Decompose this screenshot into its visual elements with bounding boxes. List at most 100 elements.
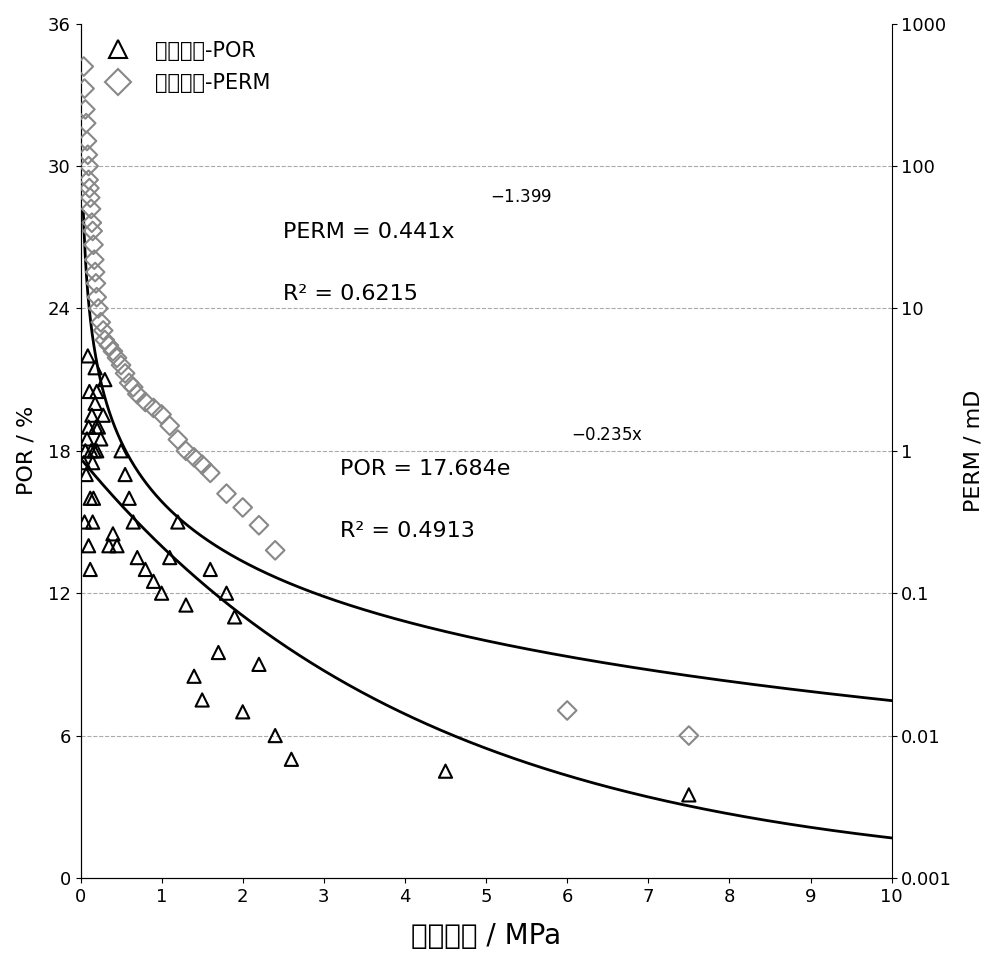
Point <box>186 668 202 684</box>
X-axis label: 排驱压力 / MPa: 排驱压力 / MPa <box>411 923 561 951</box>
Point <box>87 396 103 411</box>
Legend: 排驱压力-POR, 排驱压力-PERM: 排驱压力-POR, 排驱压力-PERM <box>89 32 279 102</box>
Point <box>81 172 97 188</box>
Point <box>80 147 96 162</box>
Point <box>86 252 102 268</box>
Point <box>86 443 102 458</box>
Point <box>82 562 98 577</box>
Point <box>82 190 98 205</box>
Point <box>121 490 137 506</box>
Point <box>89 443 105 458</box>
Point <box>87 360 103 375</box>
Point <box>194 456 210 472</box>
Point <box>80 348 96 364</box>
Point <box>97 372 113 388</box>
Point <box>251 657 267 672</box>
Point <box>227 609 243 625</box>
Point <box>77 102 93 117</box>
Text: POR = 17.684e: POR = 17.684e <box>340 459 510 480</box>
Point <box>178 443 194 458</box>
Point <box>219 585 235 601</box>
Point <box>109 538 125 553</box>
Point <box>81 420 97 435</box>
Point <box>267 728 283 744</box>
Point <box>85 490 101 506</box>
Point <box>109 350 125 366</box>
Point <box>89 384 105 399</box>
Y-axis label: POR / %: POR / % <box>17 406 37 495</box>
Point <box>93 431 109 447</box>
Point <box>81 384 97 399</box>
Point <box>77 514 93 530</box>
Point <box>251 517 267 533</box>
Point <box>113 358 129 373</box>
Point <box>178 598 194 613</box>
Point <box>681 728 697 744</box>
Point <box>90 301 106 316</box>
Point <box>162 418 178 433</box>
Text: R² = 0.4913: R² = 0.4913 <box>340 521 475 541</box>
Text: $\mathdefault{-1.399}$: $\mathdefault{-1.399}$ <box>490 189 552 206</box>
Point <box>83 201 99 217</box>
Point <box>283 751 299 767</box>
Point <box>87 264 103 279</box>
Point <box>89 289 105 305</box>
Point <box>146 573 162 589</box>
Point <box>137 395 153 410</box>
Point <box>186 450 202 465</box>
Point <box>235 704 251 719</box>
Point <box>170 432 186 448</box>
Point <box>85 514 101 530</box>
Point <box>129 387 145 402</box>
Point <box>121 375 137 391</box>
Point <box>101 337 117 353</box>
Point <box>85 454 101 470</box>
Point <box>95 407 111 423</box>
Point <box>93 314 109 330</box>
Point <box>235 500 251 515</box>
Point <box>125 379 141 395</box>
Point <box>681 787 697 803</box>
Point <box>77 81 93 97</box>
Point <box>88 276 104 291</box>
Point <box>113 443 129 458</box>
Point <box>146 400 162 416</box>
Text: R² = 0.6215: R² = 0.6215 <box>283 283 418 304</box>
Point <box>202 562 218 577</box>
Text: $\mathdefault{-0.235x}$: $\mathdefault{-0.235x}$ <box>571 425 643 444</box>
Point <box>81 538 97 553</box>
Point <box>85 223 101 239</box>
Point <box>117 467 133 483</box>
Point <box>90 420 106 435</box>
Point <box>95 323 111 338</box>
Point <box>101 538 117 553</box>
Point <box>219 486 235 502</box>
Point <box>81 181 97 196</box>
Y-axis label: PERM / mD: PERM / mD <box>963 390 983 512</box>
Point <box>81 159 97 174</box>
Point <box>97 333 113 348</box>
Text: PERM = 0.441x: PERM = 0.441x <box>283 222 455 242</box>
Point <box>76 59 92 74</box>
Point <box>76 454 92 470</box>
Point <box>84 215 100 230</box>
Point <box>117 366 133 381</box>
Point <box>267 542 283 558</box>
Point <box>82 490 98 506</box>
Point <box>438 763 454 778</box>
Point <box>79 431 95 447</box>
Point <box>137 562 153 577</box>
Point <box>78 115 94 131</box>
Point <box>202 465 218 481</box>
Point <box>84 407 100 423</box>
Point <box>162 550 178 566</box>
Point <box>559 703 575 718</box>
Point <box>83 443 99 458</box>
Point <box>194 692 210 708</box>
Point <box>154 585 170 601</box>
Point <box>129 550 145 566</box>
Point <box>154 407 170 423</box>
Point <box>210 645 226 660</box>
Point <box>78 467 94 483</box>
Point <box>88 420 104 435</box>
